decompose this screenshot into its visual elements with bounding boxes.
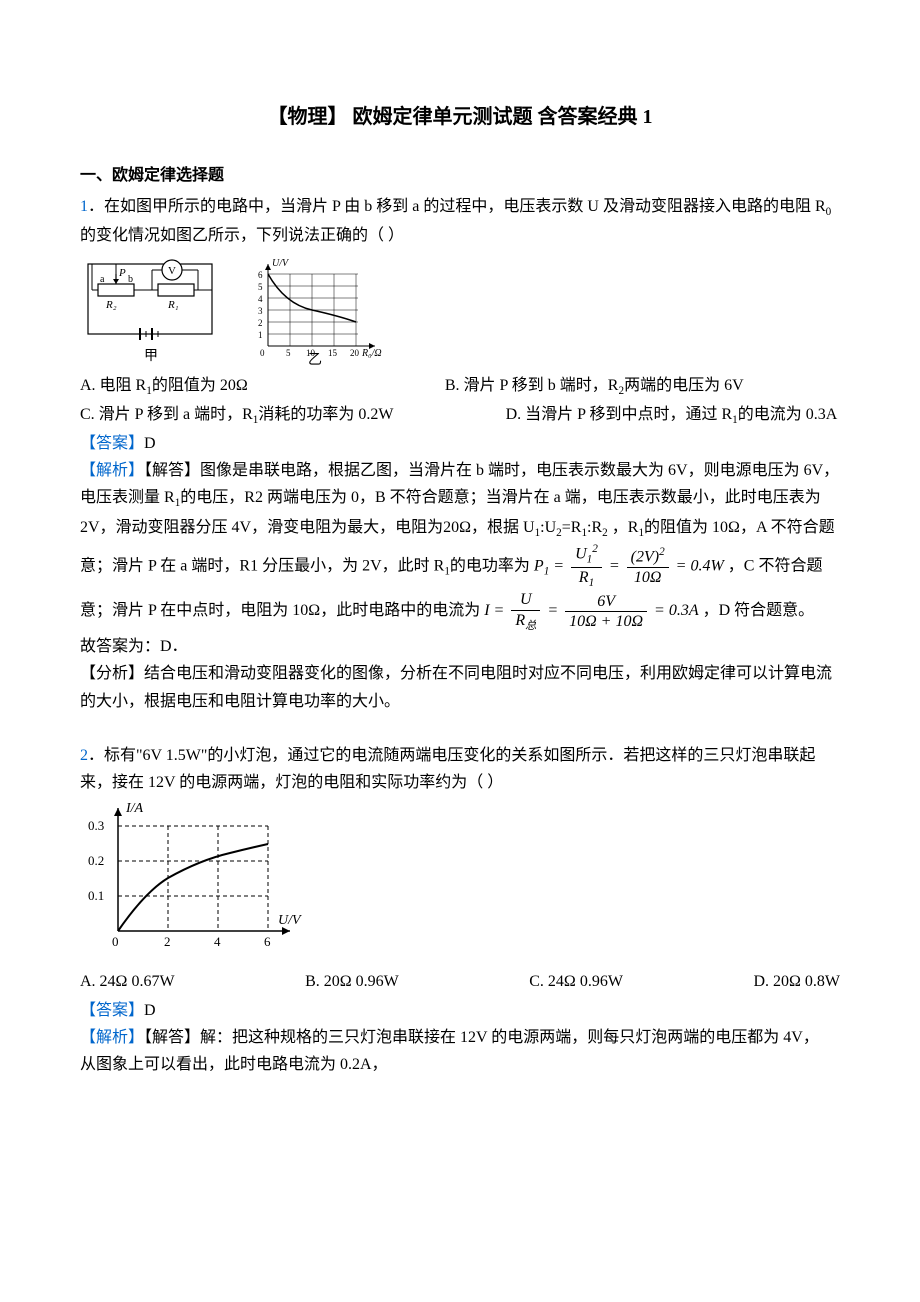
answer-label: 【答案】 [80,1002,144,1019]
svg-text:R₁: R₁ [167,299,179,311]
q1-formula1: P1 = U12R1 = (2V)210Ω = 0.4W [534,543,724,591]
svg-text:6: 6 [258,270,263,280]
svg-text:P: P [118,267,126,279]
svg-text:0: 0 [260,348,265,358]
svg-text:15: 15 [328,348,338,358]
explain-label: 【解析】 [80,462,144,479]
svg-text:20: 20 [350,348,360,358]
svg-text:1: 1 [258,330,263,340]
q2-opt-c: C. 24Ω 0.96W [529,968,623,995]
q2-opt-b: B. 20Ω 0.96W [305,968,399,995]
q2-answer: 【答案】D [80,997,840,1024]
q2-number: 2 [80,747,88,764]
svg-text:b: b [128,274,133,285]
q1-opt-a: A. 电阻 R1的阻值为 20Ω [80,372,248,401]
q2-graph: 0.1 0.2 0.3 0 2 4 6 I/A U/V [80,796,310,956]
q1-circuit-diagram: a b P R₂ V R₁ [80,256,220,366]
answer-value: D [144,1002,156,1019]
q1-figures: a b P R₂ V R₁ [80,256,840,366]
page: 【物理】 欧姆定律单元测试题 含答案经典 1 一、欧姆定律选择题 1．在如图甲所… [0,0,920,1118]
svg-text:2: 2 [258,318,263,328]
svg-text:0: 0 [112,934,119,949]
svg-text:U/V: U/V [272,258,290,269]
page-title: 【物理】 欧姆定律单元测试题 含答案经典 1 [80,100,840,134]
q1-sub: 0 [826,206,832,218]
q2-explain: 【解析】【解答】解：把这种规格的三只灯泡串联接在 12V 的电源两端，则每只灯泡… [80,1024,840,1051]
q2-explain-line2: 从图象上可以看出，此时电路电流为 0.2A， [80,1051,840,1078]
q1-opt-d: D. 当滑片 P 移到中点时，通过 R1的电流为 0.3A [506,401,840,430]
q1-answer: 【答案】D [80,430,840,457]
q1-label-jia: 甲 [144,349,158,364]
svg-text:0.2: 0.2 [88,853,104,868]
q1-stem: 1．在如图甲所示的电路中，当滑片 P 由 b 移到 a 的过程中，电压表示数 U… [80,193,840,249]
q1-opt-c: C. 滑片 P 移到 a 端时，R1消耗的功率为 0.2W [80,401,393,430]
answer-value: D [144,435,156,452]
q1-graph: 1 2 3 4 5 6 5 10 15 20 0 U/V R₀/Ω 乙 [240,256,390,366]
q2-options: A. 24Ω 0.67W B. 20Ω 0.96W C. 24Ω 0.96W D… [80,968,840,995]
explain-label: 【解析】 [80,1029,144,1046]
svg-text:U/V: U/V [278,913,302,928]
answer-label: 【答案】 [80,435,144,452]
q1-text-a: ．在如图甲所示的电路中，当滑片 P 由 b 移到 a 的过程中，电压表示数 U … [88,198,826,215]
q2-stem: 2．标有"6V 1.5W"的小灯泡，通过它的电流随两端电压变化的关系如图所示．若… [80,742,840,796]
svg-text:6: 6 [264,934,271,949]
svg-text:I/A: I/A [125,801,144,816]
q1-text-b: 的变化情况如图乙所示，下列说法正确的（ ） [80,227,404,244]
svg-text:0.1: 0.1 [88,888,104,903]
svg-text:5: 5 [258,282,263,292]
q1-number: 1 [80,198,88,215]
q1-opt-b: B. 滑片 P 移到 b 端时，R2两端的电压为 6V [445,372,840,401]
q2-opt-d: D. 20Ω 0.8W [753,968,840,995]
q2-text: ．标有"6V 1.5W"的小灯泡，通过它的电流随两端电压变化的关系如图所示．若把… [80,747,815,791]
svg-text:V: V [168,265,176,277]
svg-text:2: 2 [164,934,171,949]
svg-text:R₀/Ω: R₀/Ω [361,348,382,359]
q1-options: A. 电阻 R1的阻值为 20Ω B. 滑片 P 移到 b 端时，R2两端的电压… [80,372,840,430]
section-heading: 一、欧姆定律选择题 [80,162,840,189]
q1-label-yi: 乙 [308,352,322,366]
svg-text:R₂: R₂ [105,299,117,311]
svg-text:3: 3 [258,306,263,316]
q1-conclusion: 故答案为：D． [80,633,840,660]
svg-text:4: 4 [214,934,221,949]
q1-explain: 【解析】【解答】图像是串联电路，根据乙图，当滑片在 b 端时，电压表示数最大为 … [80,457,840,633]
svg-text:0.3: 0.3 [88,818,104,833]
q2-opt-a: A. 24Ω 0.67W [80,968,175,995]
svg-text:4: 4 [258,294,263,304]
svg-text:a: a [100,274,105,285]
q1-analysis: 【分析】结合电压和滑动变阻器变化的图像，分析在不同电阻时对应不同电压，利用欧姆定… [80,660,840,714]
svg-text:5: 5 [286,348,291,358]
q1-formula2: I = UR总 = 6V10Ω + 10Ω = 0.3A [484,590,698,633]
